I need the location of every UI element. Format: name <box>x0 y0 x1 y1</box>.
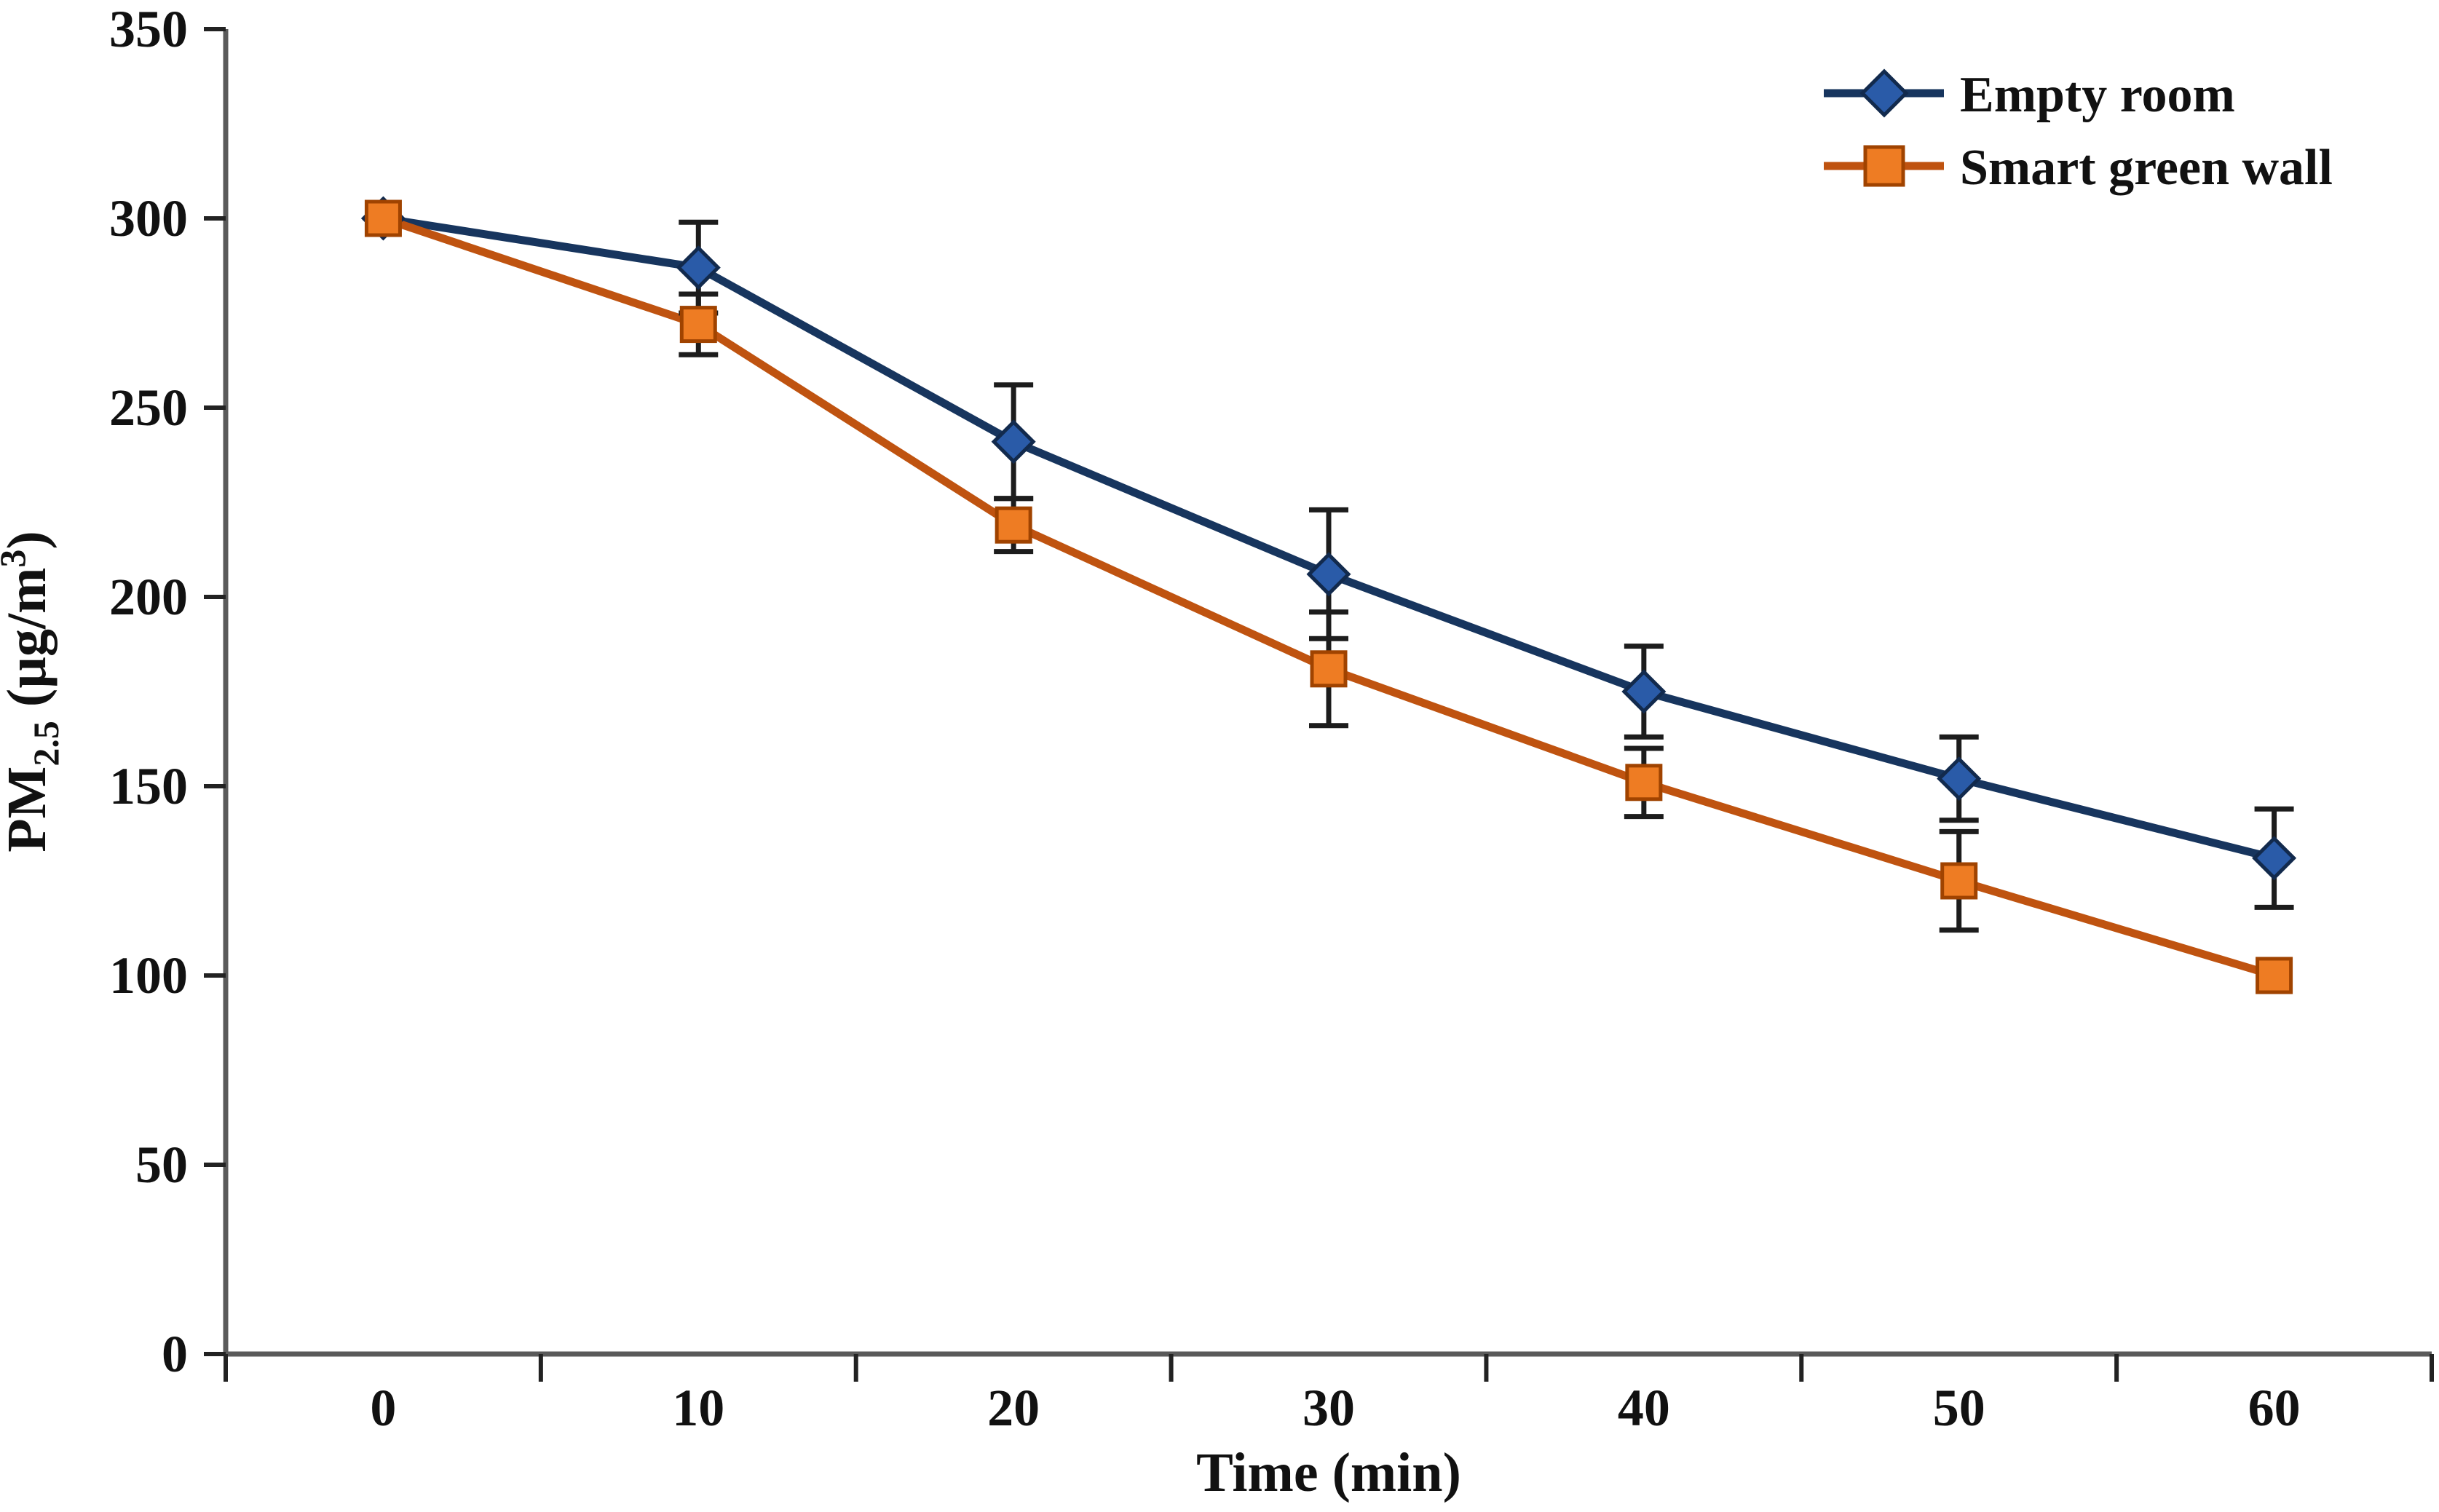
y-tick-label: 100 <box>109 946 188 1005</box>
diamond-marker <box>1937 756 1982 801</box>
x-tick-label: 60 <box>2248 1379 2301 1437</box>
square-marker <box>995 506 1032 544</box>
square-marker <box>1310 650 1348 688</box>
diamond-marker <box>2252 836 2297 881</box>
diamond-marker <box>1306 552 1351 597</box>
diamond-marker <box>991 419 1036 464</box>
y-tick-label: 200 <box>109 568 188 626</box>
diamond-marker <box>676 245 721 290</box>
axes-layer: 0 50 100 150 200 250 300 350 0 10 20 30 40 50 60 <box>109 0 2434 1437</box>
x-axis-title: Time (min) <box>1196 1442 1461 1503</box>
square-marker <box>1625 764 1663 801</box>
legend-item: Empty room <box>1824 67 2235 123</box>
square-marker <box>679 306 717 344</box>
y-axis-title: PM2.5 (µg/m3) <box>0 531 66 852</box>
x-tick-label: 10 <box>672 1379 724 1437</box>
series-layer <box>360 196 2297 994</box>
square-marker <box>1940 862 1978 900</box>
legend-layer: Empty room Smart green wall <box>1824 67 2333 196</box>
legend-label: Smart green wall <box>1960 140 2333 196</box>
diamond-marker <box>1621 669 1667 714</box>
y-tick-label: 350 <box>109 0 188 58</box>
y-tick-label: 300 <box>109 189 188 248</box>
y-tick-label: 150 <box>109 757 188 815</box>
y-tick-label: 50 <box>135 1136 188 1194</box>
x-tick-label: 50 <box>1933 1379 1985 1437</box>
y-tick-label: 0 <box>162 1325 188 1383</box>
square-marker <box>1863 145 1905 187</box>
x-tick-label: 20 <box>987 1379 1040 1437</box>
x-tick-label: 0 <box>370 1379 396 1437</box>
y-tick-label: 250 <box>109 379 188 437</box>
legend-item: Smart green wall <box>1824 140 2333 196</box>
legend-label: Empty room <box>1960 67 2235 123</box>
diamond-marker <box>1859 68 1909 118</box>
x-tick-label: 40 <box>1618 1379 1670 1437</box>
square-marker <box>364 199 402 237</box>
x-tick-label: 30 <box>1302 1379 1355 1437</box>
square-marker <box>2256 957 2293 994</box>
